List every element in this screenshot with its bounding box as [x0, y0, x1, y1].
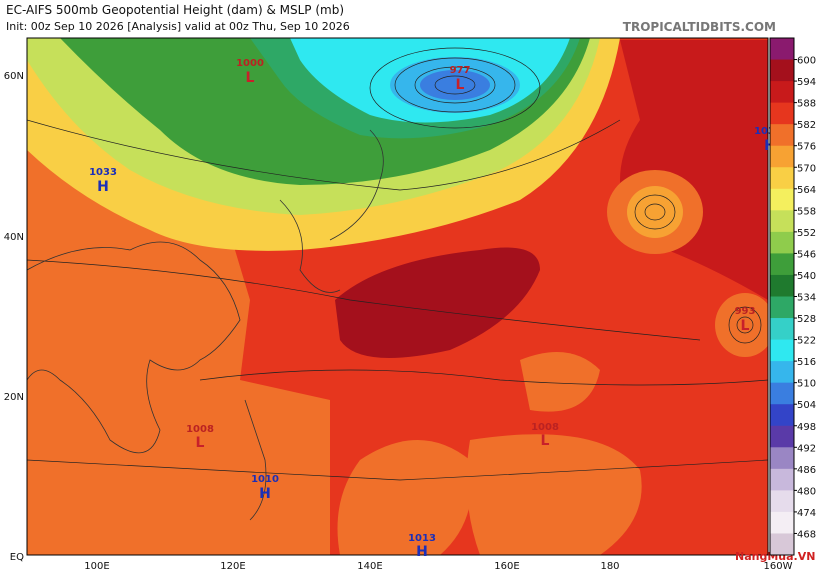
colorbar-label: 600	[797, 56, 816, 67]
center-value: 1034	[754, 126, 782, 137]
colorbar-swatch	[770, 318, 794, 341]
lat-label: 20N	[4, 392, 24, 403]
colorbar-swatch	[770, 231, 794, 254]
colorbar-label: 498	[797, 422, 816, 433]
map-area	[27, 38, 768, 555]
colorbar-label: 540	[797, 271, 816, 282]
lon-label: 140E	[357, 561, 382, 572]
colorbar-label: 486	[797, 465, 816, 476]
colorbar-swatch	[770, 511, 794, 534]
colorbar: 600 594 588 582 576 570 564 558 552 546 540 534 528 5…	[769, 37, 816, 556]
colorbar-swatch	[770, 447, 794, 470]
center-type: L	[541, 433, 550, 449]
colorbar-swatch	[770, 145, 794, 168]
center-value: 1008	[186, 424, 214, 435]
center-value: 1000	[236, 58, 264, 69]
lon-label: 100E	[84, 561, 109, 572]
colorbar-label: 480	[797, 486, 816, 497]
colorbar-label: 492	[797, 443, 816, 454]
center-value: 1010	[251, 474, 279, 485]
colorbar-swatch	[770, 274, 794, 297]
colorbar-swatch	[770, 210, 794, 233]
isobars	[27, 47, 768, 481]
colorbar-label: 582	[797, 120, 816, 131]
colorbar-swatch	[770, 425, 794, 448]
coastlines	[27, 129, 384, 521]
colorbar-swatch	[770, 404, 794, 427]
colorbar-swatch	[770, 361, 794, 384]
colorbar-label: 516	[797, 357, 816, 368]
colorbar-swatch	[770, 468, 794, 491]
center-value: 1013	[408, 533, 436, 544]
colorbar-swatch	[770, 124, 794, 147]
colorbar-label: 552	[797, 228, 816, 239]
colorbar-swatch	[770, 59, 794, 82]
lon-label: 180	[600, 561, 619, 572]
colorbar-label: 594	[797, 77, 816, 88]
colorbar-swatch	[770, 81, 794, 104]
colorbar-label: 558	[797, 206, 816, 217]
colorbar-label: 570	[797, 163, 816, 174]
center-type: L	[246, 70, 255, 86]
lat-label: EQ	[10, 552, 24, 563]
colorbar-label: 522	[797, 336, 816, 347]
colorbar-label: 474	[797, 508, 816, 519]
colorbar-swatch	[770, 188, 794, 211]
center-type: L	[196, 435, 205, 451]
colorbar-swatch	[770, 253, 794, 276]
center-type: H	[97, 179, 109, 195]
lon-label: 160E	[494, 561, 519, 572]
colorbar-swatch	[770, 533, 794, 556]
colorbar-label: 468	[797, 529, 816, 540]
colorbar-swatch	[770, 38, 794, 61]
lon-label: 160W	[764, 561, 793, 572]
colorbar-label: 510	[797, 379, 816, 390]
map-title: EC-AIFS 500mb Geopotential Height (dam) …	[6, 3, 344, 17]
colorbar-swatch	[770, 490, 794, 513]
colorbar-label: 504	[797, 400, 816, 411]
map-subtitle: Init: 00z Sep 10 2026 [Analysis] valid a…	[6, 20, 350, 33]
colorbar-swatch	[770, 296, 794, 319]
center-type: H	[416, 544, 428, 560]
center-type: H	[259, 486, 271, 502]
site-name: TROPICALTIDBITS.COM	[623, 20, 776, 34]
center-value: 977	[450, 65, 471, 76]
pressure-centers: 1000 L 977 L 1033 H 1008 L 1010 H 1013 H…	[89, 58, 782, 560]
colorbar-label: 576	[797, 142, 816, 153]
colorbar-label: 588	[797, 99, 816, 110]
colorbar-label: 546	[797, 249, 816, 260]
center-value: 1033	[89, 167, 117, 178]
lat-label: 60N	[4, 71, 24, 82]
colorbar-swatch	[770, 382, 794, 405]
colorbar-swatch	[770, 167, 794, 190]
center-type: L	[741, 318, 750, 334]
center-value: 993	[735, 306, 756, 317]
watermark: NangMua.VN	[735, 550, 815, 563]
colorbar-swatch	[770, 339, 794, 362]
colorbar-frame	[769, 37, 795, 556]
center-value: 1008	[531, 422, 559, 433]
colorbar-swatch	[770, 102, 794, 125]
lon-label: 120E	[220, 561, 245, 572]
colorbar-label: 534	[797, 293, 816, 304]
lat-label: 40N	[4, 232, 24, 243]
colorbar-label: 564	[797, 185, 816, 196]
colorbar-label: 528	[797, 314, 816, 325]
center-type: L	[456, 77, 465, 93]
